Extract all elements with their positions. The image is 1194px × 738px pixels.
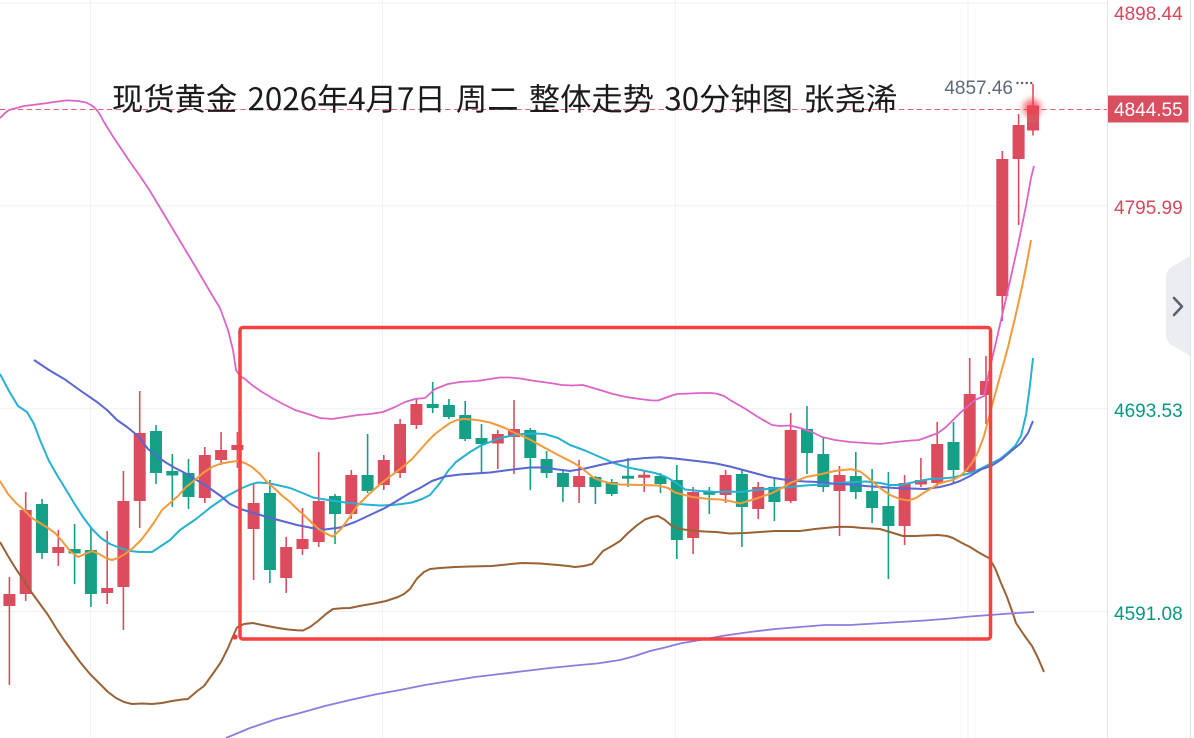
svg-text:4795.99: 4795.99 bbox=[1114, 198, 1183, 219]
svg-text:4844.55: 4844.55 bbox=[1114, 100, 1183, 121]
svg-text:4591.08: 4591.08 bbox=[1114, 604, 1183, 625]
svg-text:4693.53: 4693.53 bbox=[1114, 401, 1183, 422]
svg-text:4857.46: 4857.46 bbox=[944, 78, 1013, 99]
svg-text:4898.44: 4898.44 bbox=[1114, 4, 1183, 25]
